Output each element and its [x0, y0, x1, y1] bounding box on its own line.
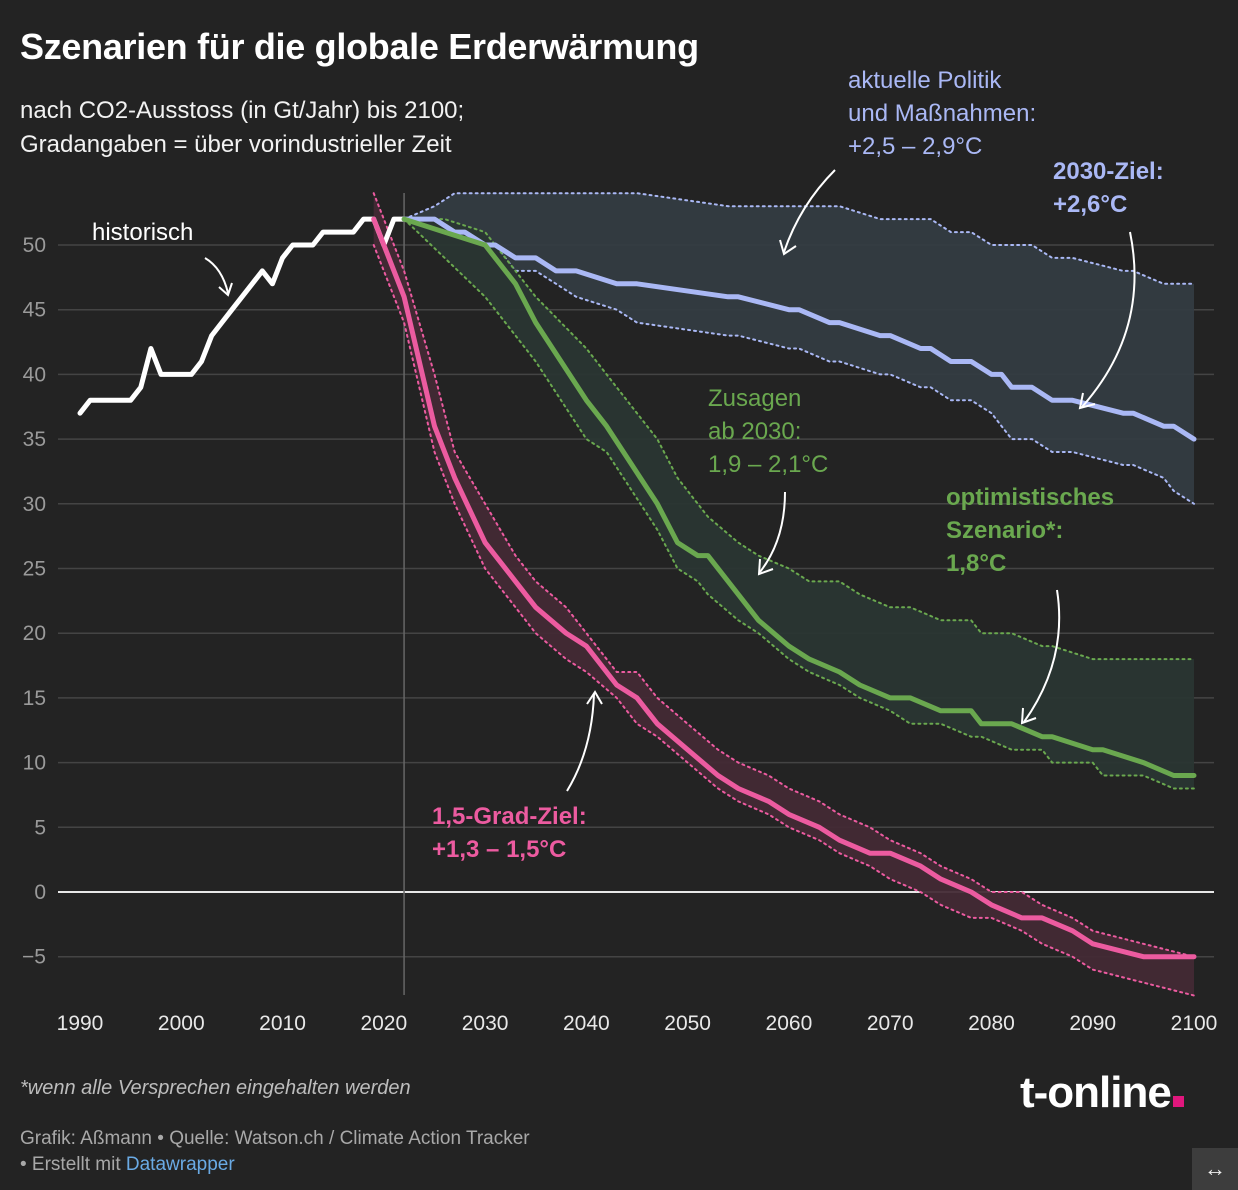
x-tick-label: 2060	[766, 1012, 813, 1035]
annotation-pledges-range: 1,9 – 2,1°C	[708, 451, 829, 478]
annotation-2030-target-label: 2030-Ziel:	[1053, 158, 1164, 185]
credits-tool-prefix: • Erstellt mit	[20, 1154, 126, 1175]
paris-line	[371, 216, 1197, 960]
annotation-historic: historisch	[92, 219, 194, 246]
x-tick-label: 2020	[360, 1012, 407, 1035]
x-tick-label: 2070	[867, 1012, 914, 1035]
y-tick-label: −5	[22, 946, 46, 969]
y-tick-label: 35	[23, 428, 46, 451]
y-tick-label: 30	[23, 493, 46, 516]
annotation-arrows	[204, 169, 1136, 792]
paris-band	[373, 193, 1194, 996]
paris-band-upper	[372, 192, 1195, 958]
y-tick-label: 25	[23, 558, 46, 581]
chart-subtitle: nach CO2-Ausstoss (in Gt/Jahr) bis 2100;…	[20, 94, 464, 162]
x-tick-label: 2030	[462, 1012, 509, 1035]
y-tick-label: 40	[23, 363, 46, 386]
annotation-policy-range: +2,5 – 2,9°C	[848, 133, 983, 160]
annotation-optimistic: optimistisches Szenario*: 1,8°C	[946, 481, 1114, 580]
subtitle-line-1: nach CO2-Ausstoss (in Gt/Jahr) bis 2100;	[20, 97, 465, 124]
annotation-optimistic-value: 1,8°C	[946, 550, 1007, 577]
pledges-arrow	[759, 491, 786, 573]
t-online-logo: t-online	[1020, 1068, 1184, 1118]
annotation-2030-target: 2030-Ziel: +2,6°C	[1053, 155, 1164, 221]
x-tick-label: 2000	[158, 1012, 205, 1035]
historic-arrow	[204, 257, 229, 294]
annotation-paris: 1,5-Grad-Ziel: +1,3 – 1,5°C	[432, 800, 587, 866]
credits-tool: • Erstellt mit Datawrapper	[20, 1152, 530, 1178]
x-tick-label: 2080	[968, 1012, 1015, 1035]
pledges-band-upper	[403, 218, 1195, 661]
policy-arrow	[783, 169, 836, 253]
y-tick-label: 10	[23, 752, 46, 775]
annotation-pledges-line: Zusagen	[708, 385, 802, 412]
y-tick-label: 0	[34, 881, 46, 904]
annotation-paris-range: +1,3 – 1,5°C	[432, 836, 567, 863]
paris-arrow-head	[586, 690, 603, 705]
annotation-paris-label: 1,5-Grad-Ziel:	[432, 803, 587, 830]
x-tick-label: 2090	[1069, 1012, 1116, 1035]
annotation-2030-target-value: +2,6°C	[1053, 191, 1128, 218]
optimistic-arrow	[1023, 589, 1061, 723]
policy-arrow-head	[779, 239, 797, 256]
annotation-policy-line: aktuelle Politik	[848, 67, 1002, 94]
target2030-arrow-head	[1078, 392, 1096, 410]
datawrapper-link[interactable]: Datawrapper	[125, 1154, 235, 1175]
y-tick-label: 45	[23, 299, 46, 322]
y-tick-label: 20	[23, 622, 46, 645]
historic-arrow-head	[218, 282, 233, 297]
y-tick-label: 15	[23, 687, 46, 710]
axis-ticks: −5 0 5 10 15 20 25 30 35 40 45 50 1990 2000 2010 2020 20…	[22, 234, 1217, 1035]
annotation-optimistic-line: Szenario*:	[946, 517, 1064, 544]
x-tick-label: 2100	[1171, 1012, 1218, 1035]
annotation-policy: aktuelle Politik und Maßnahmen: +2,5 – 2…	[848, 64, 1036, 163]
pledges-arrow-head	[757, 558, 774, 576]
line-chart: −5 0 5 10 15 20 25 30 35 40 45 50 1990 2000 2010 2020 20…	[22, 169, 1217, 1035]
y-tick-label: 50	[23, 234, 46, 257]
pledges-line	[401, 216, 1197, 778]
scenario-bands	[372, 192, 1195, 997]
credits: Grafik: Aßmann • Quelle: Watson.ch / Cli…	[20, 1126, 530, 1178]
expand-icon[interactable]: ↔	[1192, 1148, 1238, 1190]
annotation-pledges-line: ab 2030:	[708, 418, 802, 445]
optimistic-arrow-head	[1020, 707, 1037, 725]
y-tick-label: 5	[34, 816, 46, 839]
subtitle-line-2: Gradangaben = über vorindustrieller Zeit	[20, 131, 452, 158]
annotation-optimistic-line: optimistisches	[946, 484, 1115, 511]
x-tick-label: 1990	[57, 1012, 104, 1035]
historic-line	[77, 216, 407, 416]
paris-arrow	[566, 693, 595, 792]
annotation-policy-line: und Maßnahmen:	[848, 100, 1037, 127]
pledges-band-lower	[403, 218, 1195, 790]
target2030-arrow	[1081, 231, 1136, 408]
pledges-band	[404, 219, 1195, 789]
policy-line	[401, 216, 1197, 442]
credits-source: Grafik: Aßmann • Quelle: Watson.ch / Cli…	[20, 1128, 530, 1149]
x-tick-label: 2010	[259, 1012, 306, 1035]
logo-text: t-online	[1020, 1068, 1172, 1117]
scenario-lines	[77, 216, 1197, 960]
logo-dot	[1172, 1096, 1184, 1107]
chart-title: Szenarien für die globale Erderwärmung	[20, 26, 699, 67]
paris-band-lower	[372, 244, 1195, 997]
x-tick-label: 2040	[563, 1012, 610, 1035]
policy-band	[404, 193, 1195, 504]
annotation-pledges: Zusagen ab 2030: 1,9 – 2,1°C	[708, 382, 828, 481]
x-tick-label: 2050	[664, 1012, 711, 1035]
footnote: *wenn alle Versprechen eingehalten werde…	[20, 1077, 411, 1099]
